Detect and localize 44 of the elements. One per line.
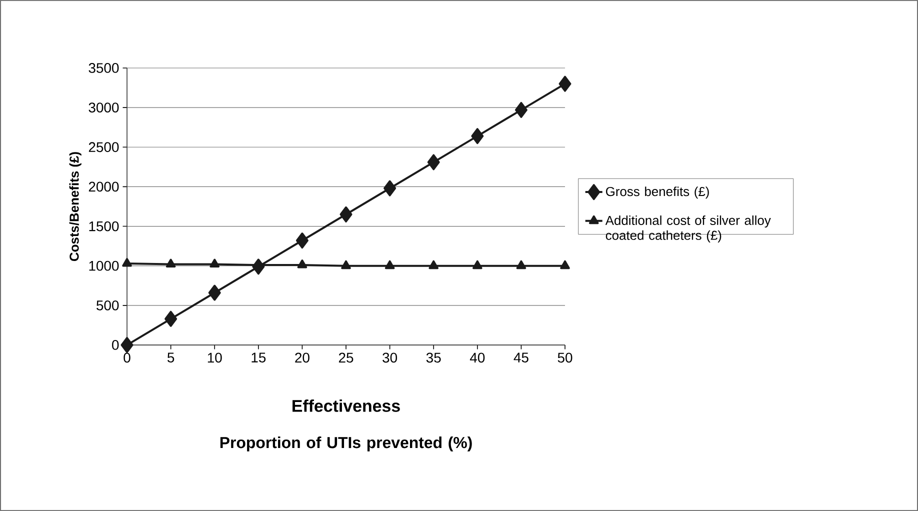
point [164,310,178,327]
point [208,284,221,301]
y-tick-label: 1500 [89,221,119,232]
x-tick-label: 45 [514,352,528,362]
y-axis-title: Costs/Benefits (£) [69,152,82,262]
x-tick-label: 10 [208,352,222,363]
point [427,154,440,170]
point [558,76,572,92]
x-axis-title: Effectiveness [292,399,400,412]
y-tick-label: 3000 [88,102,119,112]
point [210,258,220,268]
x-tick-label: 25 [338,352,354,363]
y-tick-label: 500 [96,300,119,310]
x-tick-label: 40 [470,352,485,363]
legend-label: Gross benefits (£) [606,186,709,199]
x-tick-label: 15 [252,352,266,362]
point [297,260,308,268]
point [428,260,438,270]
point [516,260,526,270]
text: Proportion of UTIs prevented (%) [220,436,472,452]
point [341,260,351,270]
point [514,102,528,118]
x-tick-label: 0 [124,352,130,363]
y-tick-label: 0 [112,340,119,350]
point [384,180,396,196]
y-tick-label: 1000 [89,260,119,271]
point [384,260,395,270]
legend-label: Additional cost of silver alloy coated catheters (£) [605,215,771,242]
x-tick-label: 20 [295,352,310,363]
point [472,260,482,270]
point [120,336,134,353]
point [296,232,308,249]
point [340,206,352,222]
x-tick-label: 5 [167,352,174,362]
point [471,128,484,144]
x-tick-label: 50 [558,352,572,363]
point [166,258,176,268]
x-tick-label: 35 [426,352,441,363]
y-tick-label: 3500 [88,63,119,73]
point [122,258,132,267]
y-tick-label: 2000 [88,182,119,192]
point [560,260,570,270]
y-tick-label: 2500 [88,142,119,152]
x-tick-label: 30 [382,352,398,363]
